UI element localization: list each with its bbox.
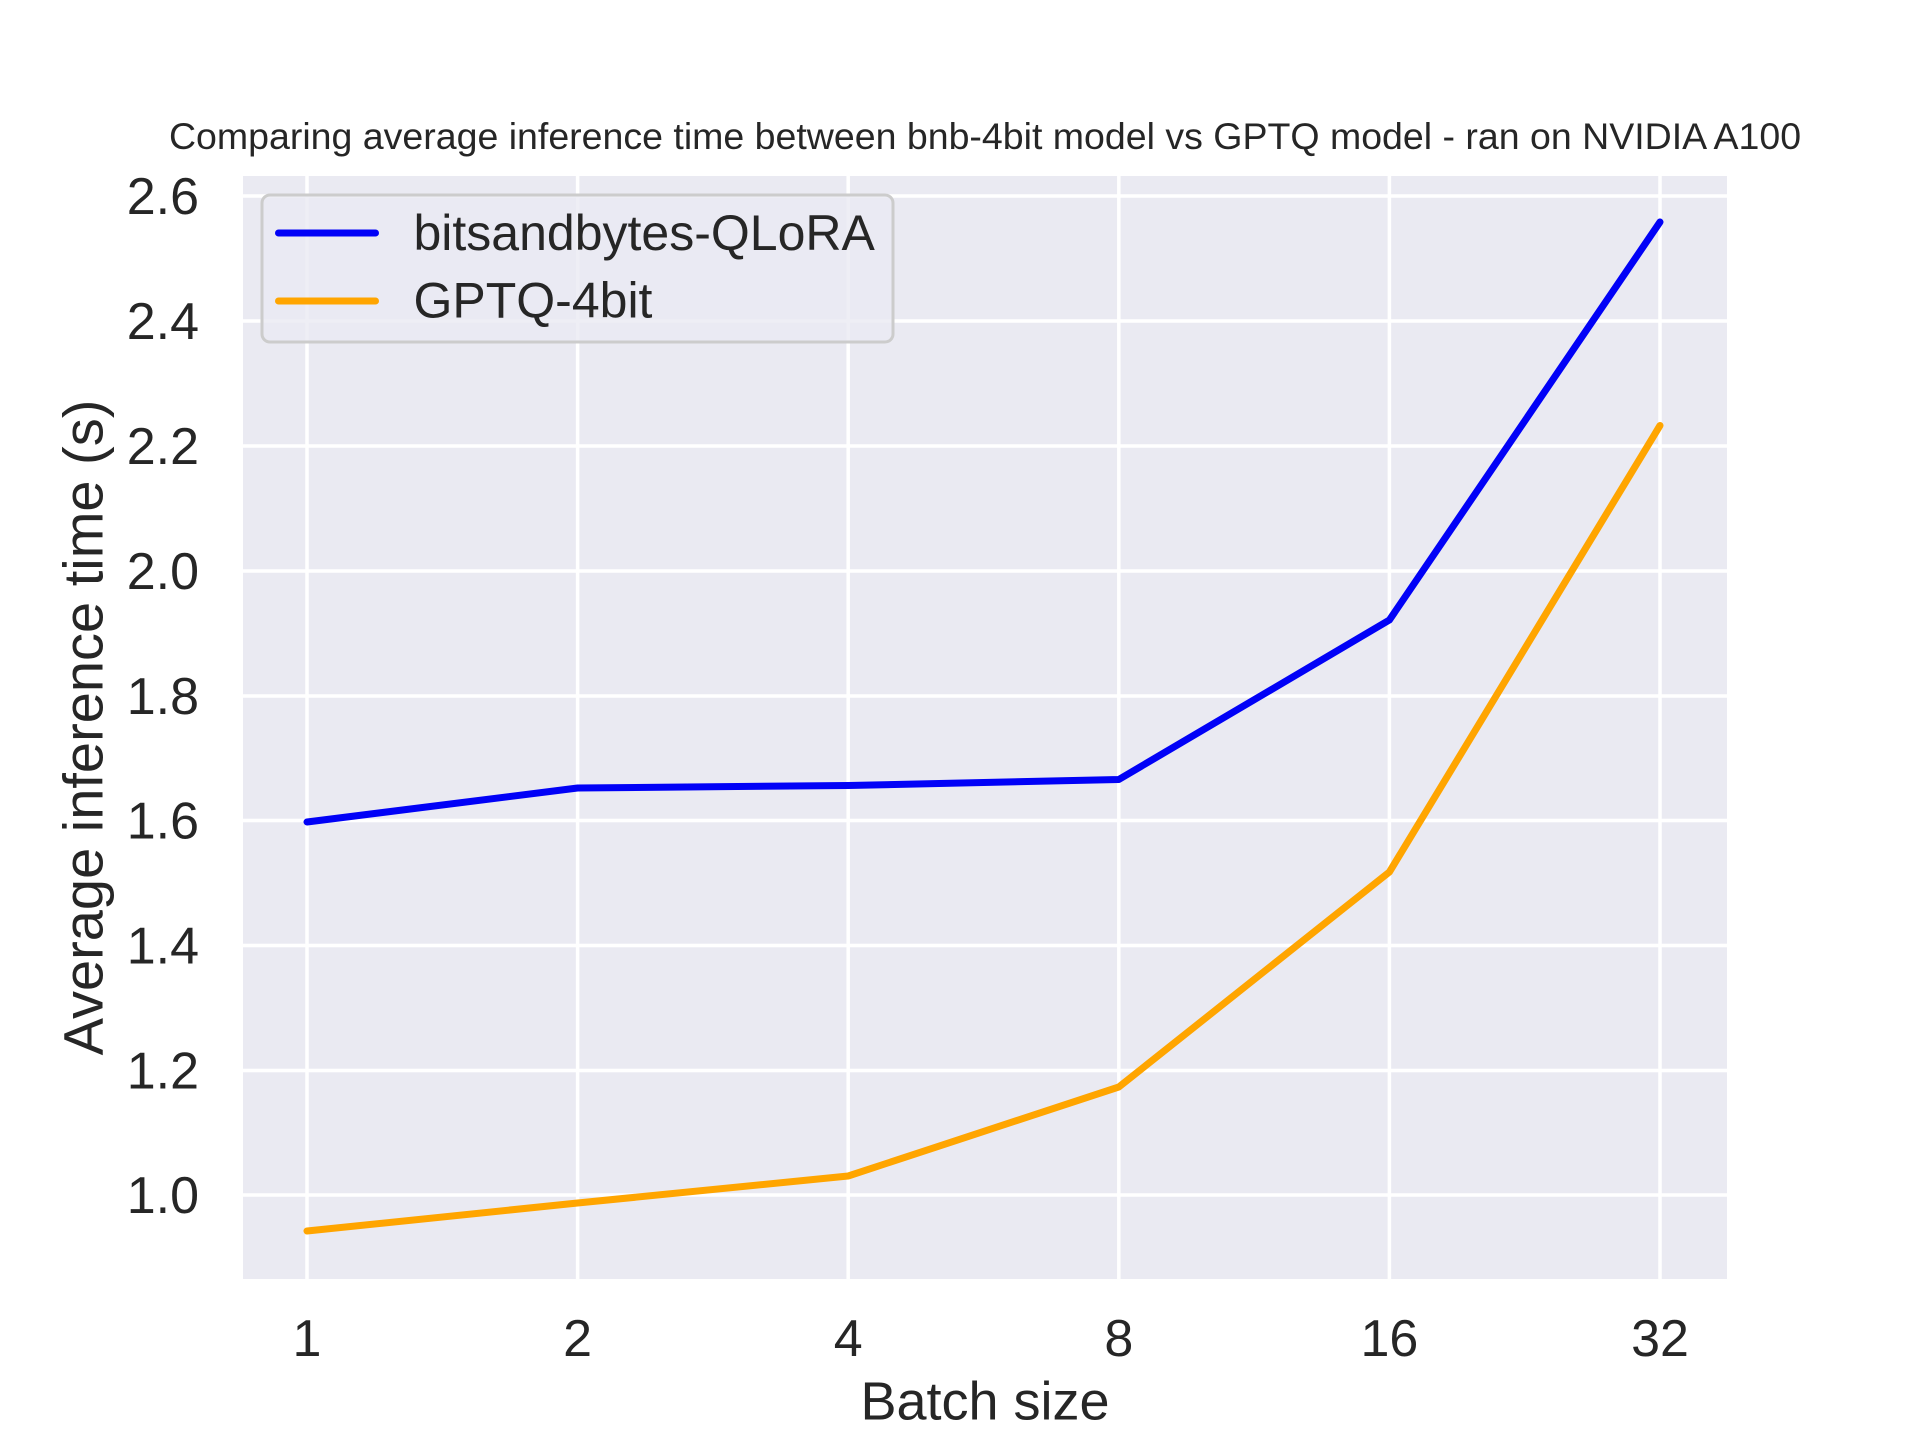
- svg-text:Comparing average inference ti: Comparing average inference time between…: [169, 115, 1801, 157]
- svg-text:1.0: 1.0: [127, 1167, 199, 1225]
- svg-text:2.6: 2.6: [127, 168, 199, 226]
- svg-text:2.2: 2.2: [127, 418, 199, 476]
- svg-text:2.4: 2.4: [127, 293, 199, 351]
- svg-text:32: 32: [1631, 1310, 1689, 1368]
- svg-text:2.0: 2.0: [127, 543, 199, 601]
- svg-text:1.8: 1.8: [127, 668, 199, 726]
- svg-text:1.4: 1.4: [127, 917, 199, 975]
- svg-text:Average inference time (s): Average inference time (s): [52, 400, 115, 1056]
- svg-text:1.6: 1.6: [127, 792, 199, 850]
- svg-text:8: 8: [1104, 1310, 1133, 1368]
- svg-text:1: 1: [293, 1310, 322, 1368]
- svg-text:GPTQ-4bit: GPTQ-4bit: [414, 272, 653, 328]
- svg-text:16: 16: [1360, 1310, 1418, 1368]
- svg-text:Batch size: Batch size: [860, 1372, 1109, 1432]
- svg-text:1.2: 1.2: [127, 1042, 199, 1100]
- svg-text:4: 4: [834, 1310, 863, 1368]
- svg-text:bitsandbytes-QLoRA: bitsandbytes-QLoRA: [414, 205, 876, 261]
- svg-text:2: 2: [563, 1310, 592, 1368]
